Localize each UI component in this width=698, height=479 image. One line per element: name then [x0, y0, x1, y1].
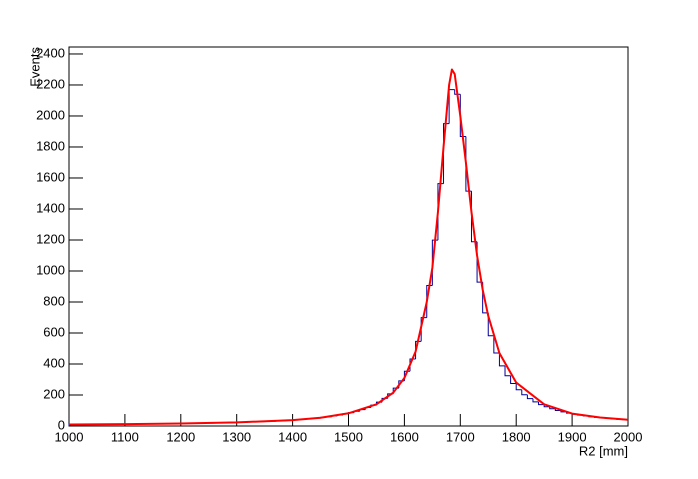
- y-tick-label: 1200: [36, 231, 65, 246]
- x-tick-label: 1900: [558, 429, 587, 444]
- y-tick-label: 1400: [36, 200, 65, 215]
- y-tick-label: 2200: [36, 76, 65, 91]
- x-tick-label: 1700: [446, 429, 475, 444]
- x-tick-label: 1200: [166, 429, 195, 444]
- y-tick-label: 1000: [36, 262, 65, 277]
- x-tick-label: 1400: [278, 429, 307, 444]
- x-tick-label: 1800: [502, 429, 531, 444]
- y-tick-label: 1800: [36, 138, 65, 153]
- x-tick-label: 1300: [222, 429, 251, 444]
- x-tick-label: 2000: [614, 429, 643, 444]
- x-tick-label: 1500: [334, 429, 363, 444]
- x-axis-label: R2 [mm]: [579, 443, 628, 458]
- y-tick-label: 400: [43, 355, 65, 370]
- y-tick-label: 2000: [36, 107, 65, 122]
- x-tick-label: 1600: [390, 429, 419, 444]
- x-tick-label: 1000: [55, 429, 84, 444]
- y-tick-label: 1600: [36, 169, 65, 184]
- y-tick-label: 2400: [36, 45, 65, 60]
- y-tick-label: 200: [43, 386, 65, 401]
- x-tick-label: 1100: [111, 429, 139, 444]
- y-tick-label: 600: [43, 324, 65, 339]
- y-tick-label: 800: [43, 293, 65, 308]
